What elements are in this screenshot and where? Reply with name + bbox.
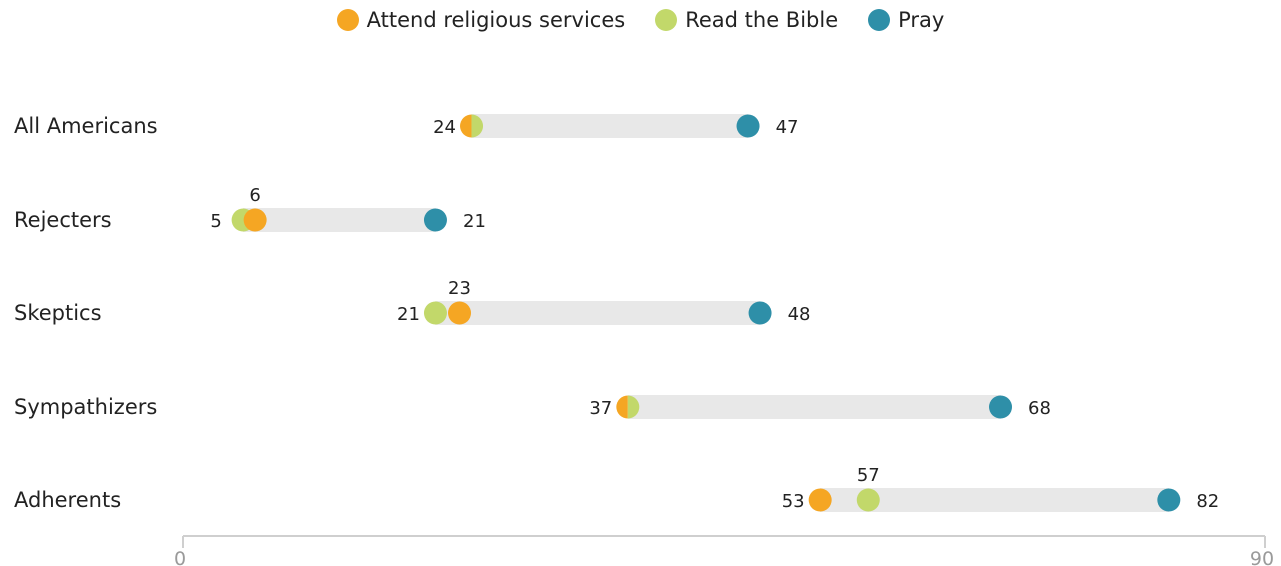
- range-bar: [435, 301, 761, 325]
- bible-dot: [471, 114, 484, 138]
- min-value-label: 21: [397, 304, 420, 325]
- attend-dot: [808, 488, 832, 512]
- max-value-label: 68: [1028, 398, 1051, 419]
- min-value-label: 5: [210, 211, 221, 232]
- pray-dot: [423, 208, 447, 232]
- bible-dot: [627, 395, 640, 419]
- legend-label-bible: Read the Bible: [685, 8, 839, 32]
- max-value-label: 48: [788, 304, 811, 325]
- max-value-label: 82: [1196, 491, 1219, 512]
- attend-dot: [616, 395, 628, 419]
- above-value-label: 23: [448, 278, 471, 299]
- pray-dot: [736, 114, 760, 138]
- row-label: Skeptics: [14, 301, 102, 325]
- teal-dot-icon: [868, 9, 891, 31]
- x-tick-label: 90: [1250, 548, 1274, 566]
- legend-item-pray: Pray: [868, 8, 944, 32]
- attend-dot: [448, 301, 472, 325]
- orange-dot-icon: [336, 9, 359, 31]
- attend-dot: [243, 208, 267, 232]
- row-label: All Americans: [14, 114, 158, 138]
- bible-dot: [856, 488, 880, 512]
- pray-dot: [989, 395, 1013, 419]
- above-value-label: 57: [857, 465, 880, 486]
- min-value-label: 24: [433, 117, 456, 138]
- x-tick-label: 0: [174, 548, 186, 566]
- pray-dot: [748, 301, 772, 325]
- legend-item-bible: Read the Bible: [655, 8, 838, 32]
- bible-dot: [423, 301, 447, 325]
- legend-label-attend: Attend religious services: [366, 8, 626, 32]
- above-value-label: 6: [249, 185, 260, 206]
- range-bar: [627, 395, 1001, 419]
- max-value-label: 47: [776, 117, 799, 138]
- min-value-label: 37: [589, 398, 612, 419]
- pray-dot: [1157, 488, 1181, 512]
- row-label: Adherents: [14, 488, 121, 512]
- range-bar: [243, 208, 436, 232]
- max-value-label: 21: [463, 211, 486, 232]
- legend: Attend religious services Read the Bible…: [0, 8, 1281, 32]
- row-label: Sympathizers: [14, 395, 157, 419]
- green-dot-icon: [655, 9, 678, 31]
- range-bar: [471, 114, 749, 138]
- min-value-label: 53: [782, 491, 805, 512]
- row-label: Rejecters: [14, 208, 112, 232]
- attend-dot: [460, 114, 472, 138]
- legend-label-pray: Pray: [898, 8, 945, 32]
- legend-item-attend: Attend religious services: [336, 8, 626, 32]
